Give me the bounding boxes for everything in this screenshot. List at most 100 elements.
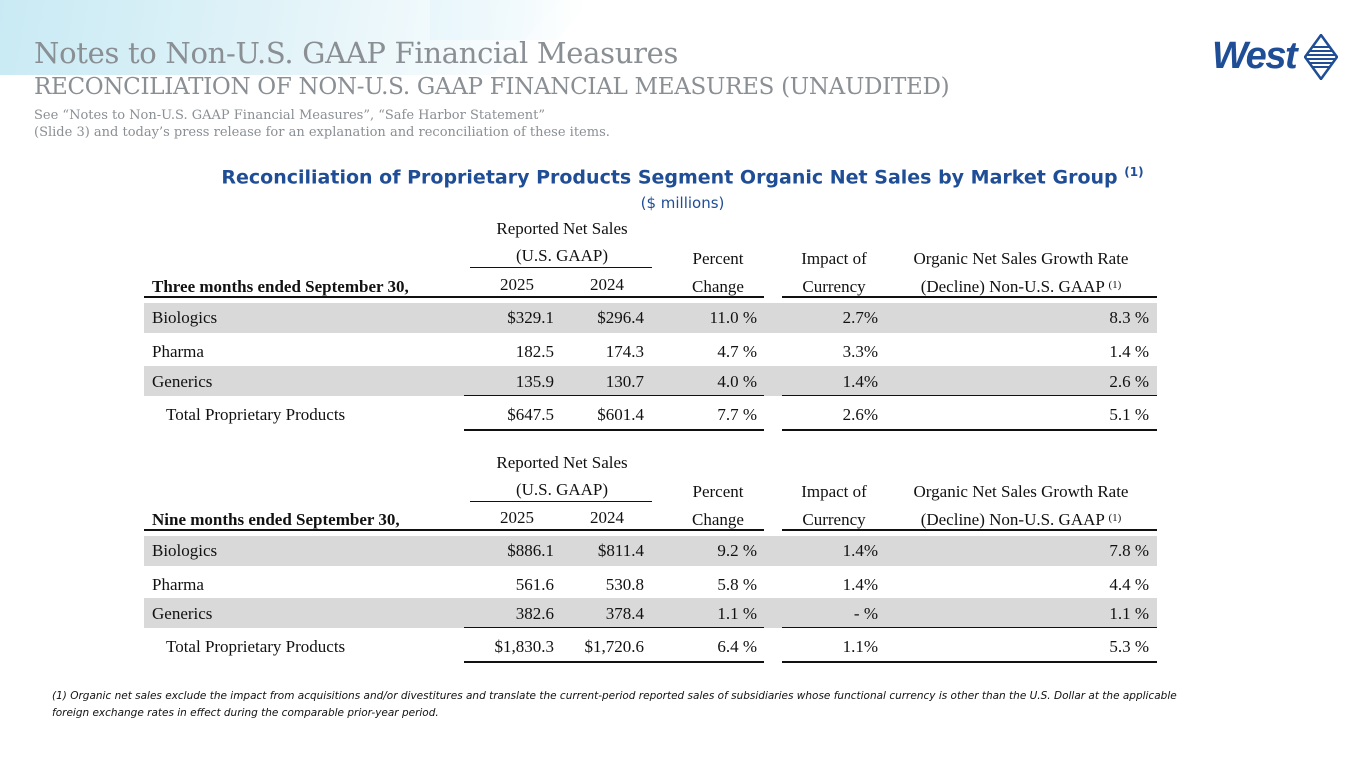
header-reported-net-sales: Reported Net Sales xyxy=(496,219,628,238)
cell-currency-impact: - % xyxy=(853,604,878,623)
header-impact-of: Impact of xyxy=(801,249,867,268)
subtotal-rule-left xyxy=(464,395,764,396)
header-currency: Currency xyxy=(802,510,866,529)
cell-organic-growth: 1.1 % xyxy=(1109,604,1149,623)
cell-prior-year: $296.4 xyxy=(597,308,644,327)
row-label: Generics xyxy=(152,372,213,391)
header-change: Change xyxy=(692,510,744,529)
cell-prior-year: 378.4 xyxy=(605,604,644,623)
header-background-accent xyxy=(430,0,590,40)
header-organic-growth: Organic Net Sales Growth Rate xyxy=(913,482,1129,501)
footnote-line-2: foreign exchange rates in effect during … xyxy=(52,707,439,719)
report-units: ($ millions) xyxy=(640,194,725,212)
cell-current-year: $1,830.3 xyxy=(494,637,555,656)
cell-percent-change: 9.2 % xyxy=(717,541,757,560)
cell-percent-change: 6.4 % xyxy=(717,637,757,656)
header-underline-reported xyxy=(470,267,652,268)
header-reported-net-sales: Reported Net Sales xyxy=(496,453,628,472)
row-label: Biologics xyxy=(152,308,218,327)
cell-current-year: 182.5 xyxy=(515,342,554,361)
cell-prior-year: 174.3 xyxy=(605,342,644,361)
cell-current-year: 135.9 xyxy=(515,372,554,391)
cell-percent-change: 7.7 % xyxy=(717,405,757,424)
header-non-gaap-text: (Decline) Non-U.S. GAAP xyxy=(920,277,1105,296)
cell-organic-growth: 7.8 % xyxy=(1109,541,1149,560)
total-rule-right xyxy=(782,429,1157,431)
cell-prior-year: 130.7 xyxy=(605,372,644,391)
row-label-total: Total Proprietary Products xyxy=(166,637,346,656)
header-non-gaap-footnote-ref: (1) xyxy=(1108,512,1122,524)
header-year-prior: 2024 xyxy=(590,508,624,527)
subtotal-rule-right xyxy=(782,395,1157,396)
cell-percent-change: 1.1 % xyxy=(717,604,757,623)
cell-currency-impact: 1.4% xyxy=(842,575,878,594)
subtotal-rule-right xyxy=(782,627,1157,628)
header-underline-reported xyxy=(470,501,652,502)
cell-percent-change: 5.8 % xyxy=(717,575,757,594)
cell-currency-impact: 3.3% xyxy=(842,342,878,361)
header-us-gaap: (U.S. GAAP) xyxy=(515,246,609,265)
row-label: Pharma xyxy=(152,575,204,594)
row-label-total: Total Proprietary Products xyxy=(166,405,346,424)
cell-organic-growth: 2.6 % xyxy=(1109,372,1149,391)
cell-currency-impact: 1.4% xyxy=(842,372,878,391)
page-note-line-1: See “Notes to Non-U.S. GAAP Financial Me… xyxy=(34,108,546,123)
header-non-gaap-text: (Decline) Non-U.S. GAAP xyxy=(920,510,1105,529)
header-year-current: 2025 xyxy=(500,275,534,294)
header-bottom-rule-left xyxy=(144,296,764,298)
row-band-generics xyxy=(144,598,1157,628)
cell-organic-growth: 5.1 % xyxy=(1109,405,1149,424)
header-non-gaap: (Decline) Non-U.S. GAAP (1) xyxy=(886,510,1156,530)
cell-organic-growth: 8.3 % xyxy=(1109,308,1149,327)
cell-prior-year: $1,720.6 xyxy=(584,637,645,656)
period-label: Nine months ended September 30, xyxy=(152,510,400,529)
cell-current-year: 382.6 xyxy=(515,604,554,623)
logo-wordmark: West xyxy=(1212,35,1298,77)
header-change: Change xyxy=(692,277,744,296)
period-label: Three months ended September 30, xyxy=(152,277,409,296)
cell-percent-change: 4.0 % xyxy=(717,372,757,391)
header-non-gaap: (Decline) Non-U.S. GAAP (1) xyxy=(886,277,1156,297)
header-year-current: 2025 xyxy=(500,508,534,527)
cell-prior-year: $601.4 xyxy=(597,405,644,424)
report-title-text: Reconciliation of Proprietary Products S… xyxy=(221,166,1118,189)
report-title: Reconciliation of Proprietary Products S… xyxy=(0,165,1365,188)
cell-organic-growth: 4.4 % xyxy=(1109,575,1149,594)
header-organic-growth: Organic Net Sales Growth Rate xyxy=(913,249,1129,268)
header-us-gaap: (U.S. GAAP) xyxy=(515,480,609,499)
cell-prior-year: $811.4 xyxy=(597,541,644,560)
cell-current-year: $329.1 xyxy=(507,308,554,327)
cell-current-year: $886.1 xyxy=(507,541,554,560)
cell-currency-impact: 1.4% xyxy=(842,541,878,560)
cell-percent-change: 4.7 % xyxy=(717,342,757,361)
west-logo: West xyxy=(1212,34,1338,80)
cell-organic-growth: 1.4 % xyxy=(1109,342,1149,361)
row-label: Generics xyxy=(152,604,213,623)
page-title: Notes to Non-U.S. GAAP Financial Measure… xyxy=(34,36,679,70)
total-rule-left xyxy=(464,429,764,431)
subtotal-rule-left xyxy=(464,627,764,628)
cell-organic-growth: 5.3 % xyxy=(1109,637,1149,656)
cell-currency-impact: 2.6% xyxy=(842,405,878,424)
row-label: Biologics xyxy=(152,541,218,560)
total-rule-right xyxy=(782,661,1157,663)
total-rule-left xyxy=(464,661,764,663)
header-percent: Percent xyxy=(692,249,744,268)
header-percent: Percent xyxy=(692,482,744,501)
header-bottom-rule-right xyxy=(782,296,1157,298)
header-impact-of: Impact of xyxy=(801,482,867,501)
row-label: Pharma xyxy=(152,342,204,361)
header-non-gaap-footnote-ref: (1) xyxy=(1108,279,1122,291)
cell-current-year: $647.5 xyxy=(507,405,554,424)
page-note-line-2: (Slide 3) and today’s press release for … xyxy=(34,125,610,140)
cell-percent-change: 11.0 % xyxy=(709,308,757,327)
header-currency: Currency xyxy=(802,277,866,296)
page-subtitle: RECONCILIATION OF NON-U.S. GAAP FINANCIA… xyxy=(34,74,950,100)
row-band-biologics xyxy=(144,536,1157,566)
cell-currency-impact: 1.1% xyxy=(842,637,878,656)
header-year-prior: 2024 xyxy=(590,275,624,294)
row-band-generics xyxy=(144,366,1157,396)
diamond-logo-icon xyxy=(1304,34,1338,80)
footnote-line-1: (1) Organic net sales exclude the impact… xyxy=(52,690,1177,702)
header-bottom-rule-left xyxy=(144,529,764,531)
